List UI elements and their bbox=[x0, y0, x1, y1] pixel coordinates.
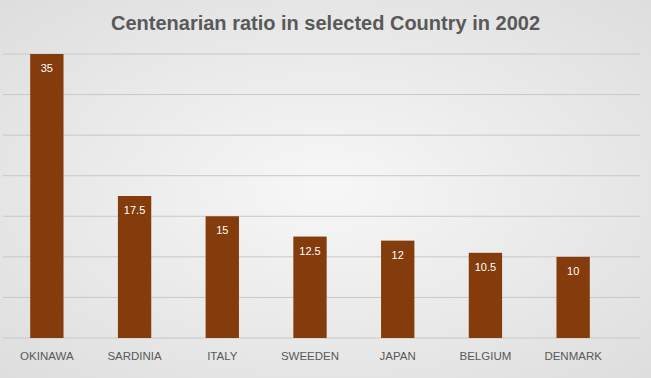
data-label: 12 bbox=[392, 249, 404, 261]
grid-line bbox=[3, 216, 640, 217]
category-label: ITALY bbox=[207, 350, 238, 362]
bar bbox=[293, 237, 326, 338]
chart-svg: Centenarian ratio in selected Country in… bbox=[0, 0, 651, 378]
data-label: 10 bbox=[567, 265, 579, 277]
grid-line bbox=[3, 175, 640, 176]
data-label: 10.5 bbox=[475, 261, 496, 273]
grid-line bbox=[3, 54, 640, 55]
data-label: 35 bbox=[41, 62, 53, 74]
category-label: SWEEDEN bbox=[281, 350, 339, 362]
category-label: BELGIUM bbox=[460, 350, 512, 362]
bar bbox=[30, 54, 63, 338]
category-label: DENMARK bbox=[544, 350, 602, 362]
category-label: OKINAWA bbox=[20, 350, 74, 362]
title: Centenarian ratio in selected Country in… bbox=[111, 12, 540, 34]
data-label: 17.5 bbox=[124, 204, 145, 216]
grid-line bbox=[3, 94, 640, 95]
grid bbox=[3, 54, 640, 338]
data-label: 12.5 bbox=[299, 245, 320, 257]
category-label: SARDINIA bbox=[107, 350, 162, 362]
bar bbox=[469, 253, 502, 338]
background bbox=[0, 0, 651, 378]
bars bbox=[30, 54, 590, 338]
bar bbox=[556, 257, 589, 338]
category-label: JAPAN bbox=[380, 350, 416, 362]
data-label: 15 bbox=[216, 224, 228, 236]
grid-line bbox=[3, 135, 640, 136]
chart-container: Centenarian ratio in selected Country in… bbox=[0, 0, 651, 378]
bar bbox=[381, 241, 414, 338]
bar bbox=[206, 216, 239, 338]
bar bbox=[118, 196, 151, 338]
labels: 35 OKINAWA 17.5 SARDINIA 15 ITALY 12.5 SWEEDEN 1… bbox=[20, 62, 602, 362]
